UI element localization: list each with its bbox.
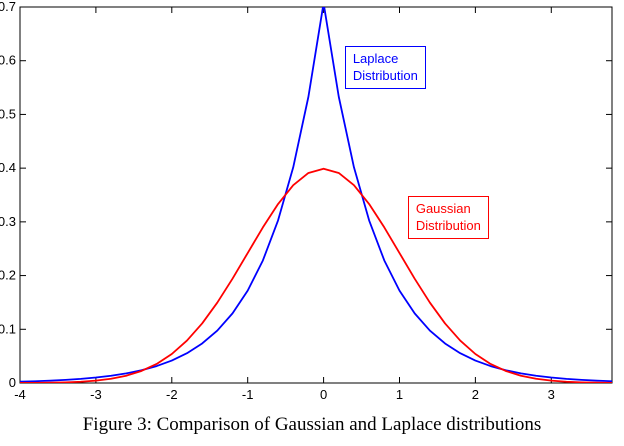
x-tick-label: -2 xyxy=(166,387,178,402)
x-tick-label: 2 xyxy=(472,387,479,402)
y-tick-label: 0.3 xyxy=(0,214,16,229)
x-tick-label: -3 xyxy=(90,387,102,402)
laplace-curve xyxy=(20,7,612,383)
y-tick-label: 0.1 xyxy=(0,321,16,336)
plot-border xyxy=(19,6,613,384)
y-tick-label: 0.4 xyxy=(0,160,16,175)
x-tick-label: 3 xyxy=(548,387,555,402)
y-tick-label: 0.7 xyxy=(0,0,16,14)
distribution-chart: -4 -3 -2 -1 0 1 2 3 0 0.1 0.2 0.3 0.4 0.5 0.6 0.7 xyxy=(0,0,613,402)
gaussian-curve xyxy=(20,167,612,383)
x-tick-label: -4 xyxy=(14,387,26,402)
plot-area: -4 -3 -2 -1 0 1 2 3 0 0.1 0.2 0.3 0.4 0.5 0.6 0.7 Lapla… xyxy=(0,0,613,402)
y-tick-label: 0 xyxy=(9,375,16,390)
figure-caption: Figure 3: Comparison of Gaussian and Lap… xyxy=(82,414,542,435)
x-tick-label: -1 xyxy=(242,387,254,402)
y-tick-label: 0.6 xyxy=(0,53,16,68)
x-tick-label: 1 xyxy=(396,387,403,402)
x-tick-label: 0 xyxy=(320,387,327,402)
y-tick-label: 0.2 xyxy=(0,268,16,283)
y-tick-label: 0.5 xyxy=(0,106,16,121)
